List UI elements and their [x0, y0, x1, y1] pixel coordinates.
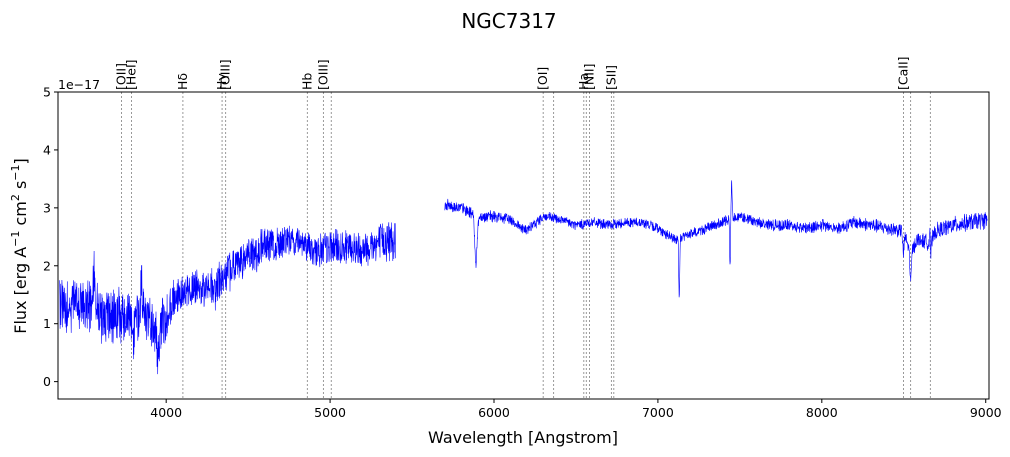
y-label-sup1: −1: [9, 231, 22, 247]
spectrum-segment-1: [59, 222, 396, 375]
x-tick-label: 6000: [478, 405, 510, 420]
emission-line-label: Hγ: [214, 73, 229, 90]
y-offset-label: 1e−17: [58, 77, 100, 92]
x-tick-label: 8000: [806, 405, 838, 420]
y-label-sup2: 2: [9, 194, 22, 201]
chart-title: NGC7317: [461, 9, 556, 33]
emission-line-label: [OIII]: [218, 59, 233, 90]
y-tick-label: 5: [43, 85, 51, 100]
emission-line-label: Ha: [576, 73, 591, 90]
x-tick-label: 9000: [970, 405, 1002, 420]
emission-line-label: Hb: [299, 73, 314, 90]
spectrum-series: [59, 180, 988, 375]
y-tick-label: 0: [43, 374, 51, 389]
emission-lines-layer: [121, 92, 931, 399]
emission-line-label: [OII]: [113, 63, 128, 90]
x-axis-label: Wavelength [Angstrom]: [428, 428, 618, 447]
emission-line-label: [OI]: [535, 67, 550, 90]
x-axis-ticks: 4000 5000 6000 7000 8000 9000: [150, 399, 1002, 420]
y-label-sup3: −1: [9, 165, 22, 181]
spectrum-segment-2: [444, 180, 988, 298]
x-tick-label: 7000: [642, 405, 674, 420]
y-label-end: ]: [11, 158, 30, 164]
y-axis-ticks: 0 1 2 3 4 5: [43, 85, 58, 389]
x-tick-label: 4000: [150, 405, 182, 420]
emission-line-label: [NII]: [582, 64, 597, 90]
plot-frame: [57, 91, 990, 400]
emission-line-label: [OIII]: [315, 59, 330, 90]
x-tick-label: 5000: [314, 405, 346, 420]
y-label-main: Flux [erg A: [11, 247, 30, 334]
emission-line-labels: [OII][HeI] Hδ Hγ[OIII] Hb [OIII] [OI] Ha[NII][…: [113, 56, 910, 90]
emission-line-label: [SII]: [603, 65, 618, 90]
y-tick-label: 2: [43, 258, 51, 273]
y-tick-label: 4: [43, 142, 51, 157]
y-tick-label: 3: [43, 200, 51, 215]
emission-line-label: Hδ: [175, 73, 190, 90]
emission-line-label: [CaII]: [895, 56, 910, 90]
emission-line-label: [HeI]: [124, 59, 139, 90]
y-axis-label: Flux [erg A−1 cm2 s−1]: [9, 158, 30, 334]
y-label-mid: cm: [11, 201, 30, 230]
y-tick-label: 1: [43, 316, 51, 331]
y-label-mid2: s: [11, 181, 30, 194]
